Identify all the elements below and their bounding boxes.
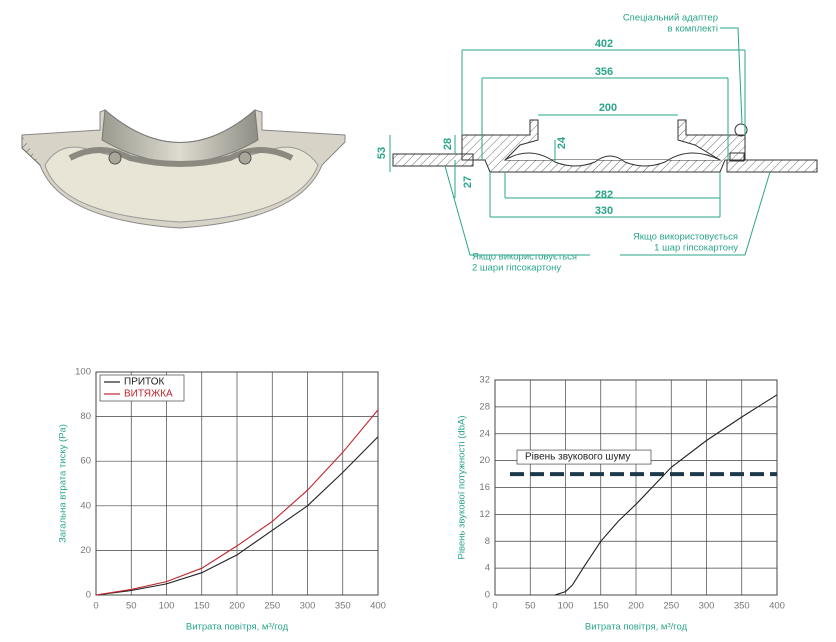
y-tick-label: 32 <box>479 375 490 386</box>
dimension: 402 <box>595 38 613 50</box>
layer-note: Якщо використовується <box>633 232 738 243</box>
data-line <box>554 394 778 596</box>
legend-box <box>99 374 185 402</box>
x-tick-label: 250 <box>264 601 280 612</box>
reference-label: Рівень звукового шуму <box>525 452 630 463</box>
legend-label: ПРИТОК <box>124 377 164 388</box>
y-tick-label: 60 <box>80 456 91 467</box>
y-tick-label: 20 <box>80 545 91 556</box>
x-tick-label: 100 <box>159 601 175 612</box>
layer-note: 1 шар гіпсокартону <box>654 243 738 254</box>
dimension: 27 <box>462 176 474 188</box>
y-tick-label: 40 <box>80 500 91 511</box>
x-axis-label: Витрата повітря, м³/год <box>186 622 289 633</box>
y-tick-label: 80 <box>80 411 91 422</box>
y-tick-label: 28 <box>479 401 490 412</box>
y-tick-label: 24 <box>479 428 490 439</box>
data-line <box>95 409 379 596</box>
x-tick-label: 0 <box>492 601 497 612</box>
x-tick-label: 100 <box>558 601 574 612</box>
y-tick-label: 16 <box>479 482 490 493</box>
dimension: 28 <box>442 138 454 150</box>
y-tick-label: 8 <box>485 536 490 547</box>
adapter-note: в комплекті <box>668 24 718 35</box>
plot-frame <box>494 379 778 596</box>
y-tick-label: 4 <box>485 563 490 574</box>
x-tick-label: 200 <box>229 601 245 612</box>
x-tick-label: 300 <box>699 601 715 612</box>
y-axis-label: Рівень звукової потужності (dbA) <box>457 416 468 560</box>
y-tick-label: 12 <box>479 509 490 520</box>
x-tick-label: 400 <box>370 601 386 612</box>
dimension: 24 <box>556 136 568 149</box>
dimension: 53 <box>376 147 388 159</box>
x-tick-label: 200 <box>628 601 644 612</box>
y-tick-label: 100 <box>75 367 91 378</box>
y-tick-label: 20 <box>479 455 490 466</box>
product-render <box>21 108 346 229</box>
x-tick-label: 350 <box>335 601 351 612</box>
y-tick-label: 0 <box>485 590 490 601</box>
x-tick-label: 250 <box>663 601 679 612</box>
x-tick-label: 150 <box>194 601 210 612</box>
x-tick-label: 300 <box>300 601 316 612</box>
layer-note: Якщо використовується <box>472 252 577 263</box>
x-tick-label: 150 <box>593 601 609 612</box>
x-tick-label: 350 <box>734 601 750 612</box>
x-tick-label: 0 <box>93 601 98 612</box>
plot-frame <box>95 371 379 596</box>
x-tick-label: 50 <box>525 601 536 612</box>
x-tick-label: 400 <box>769 601 785 612</box>
dimension: 282 <box>595 189 613 201</box>
dimension: 330 <box>595 205 613 217</box>
dimension: 356 <box>595 66 613 78</box>
x-axis-label: Витрата повітря, м³/год <box>585 622 688 633</box>
y-axis-label: Загальна втрата тиску (Pa) <box>58 424 69 543</box>
section-drawing: Спеціальний адаптер в комплекті 402 356 … <box>376 13 818 274</box>
legend-label: ВИТЯЖКА <box>124 389 173 400</box>
x-tick-label: 50 <box>126 601 137 612</box>
y-tick-label: 0 <box>86 590 91 601</box>
adapter-note: Спеціальний адаптер <box>623 13 718 24</box>
dimension: 200 <box>599 102 617 114</box>
reference-label-box <box>516 449 652 465</box>
layer-note: 2 шари гіпсокартону <box>472 263 561 274</box>
data-line <box>95 436 379 596</box>
